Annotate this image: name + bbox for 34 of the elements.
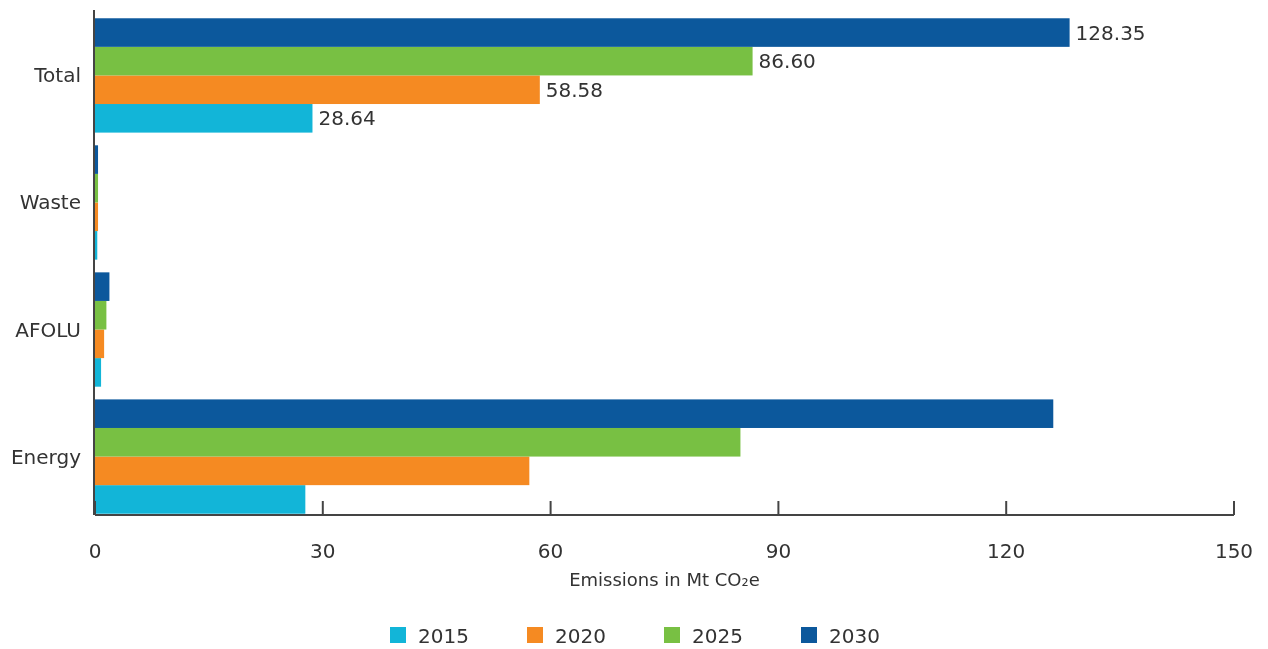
bar: [95, 358, 102, 387]
legend-label: 2020: [555, 624, 606, 648]
bar: [95, 272, 110, 301]
legend-label: 2015: [418, 624, 469, 648]
x-tick-label: 120: [987, 539, 1026, 563]
data-label: 58.58: [545, 77, 604, 102]
legend-label: 2030: [829, 624, 880, 648]
data-label: 128.35: [1075, 20, 1146, 45]
x-tick-label: 30: [310, 539, 336, 563]
legend-label: 2025: [692, 624, 743, 648]
bar: [95, 329, 105, 359]
bar: [95, 75, 540, 105]
bar: [95, 46, 753, 76]
y-tick-label: Energy: [10, 444, 82, 469]
y-tick-label: Waste: [19, 190, 81, 215]
data-label: 86.60: [758, 49, 816, 74]
bar: [95, 427, 741, 457]
bar: [95, 399, 1054, 428]
y-tick-label: Total: [33, 63, 81, 88]
x-tick-label: 60: [537, 539, 564, 563]
bar: [95, 104, 313, 133]
x-axis-title: Emissions in Mt CO₂e: [569, 569, 760, 590]
bar: [95, 18, 1070, 47]
bar: [95, 145, 99, 174]
bar: [95, 456, 530, 486]
bar: [95, 300, 107, 330]
bar: [95, 485, 306, 514]
x-tick-label: 150: [1214, 539, 1254, 563]
x-tick-label: 0: [88, 539, 102, 563]
data-label: 28.64: [318, 106, 376, 131]
bar: [95, 173, 99, 203]
y-tick-label: AFOLU: [15, 317, 81, 342]
x-tick-label: 90: [765, 539, 792, 563]
bar: [95, 202, 99, 232]
